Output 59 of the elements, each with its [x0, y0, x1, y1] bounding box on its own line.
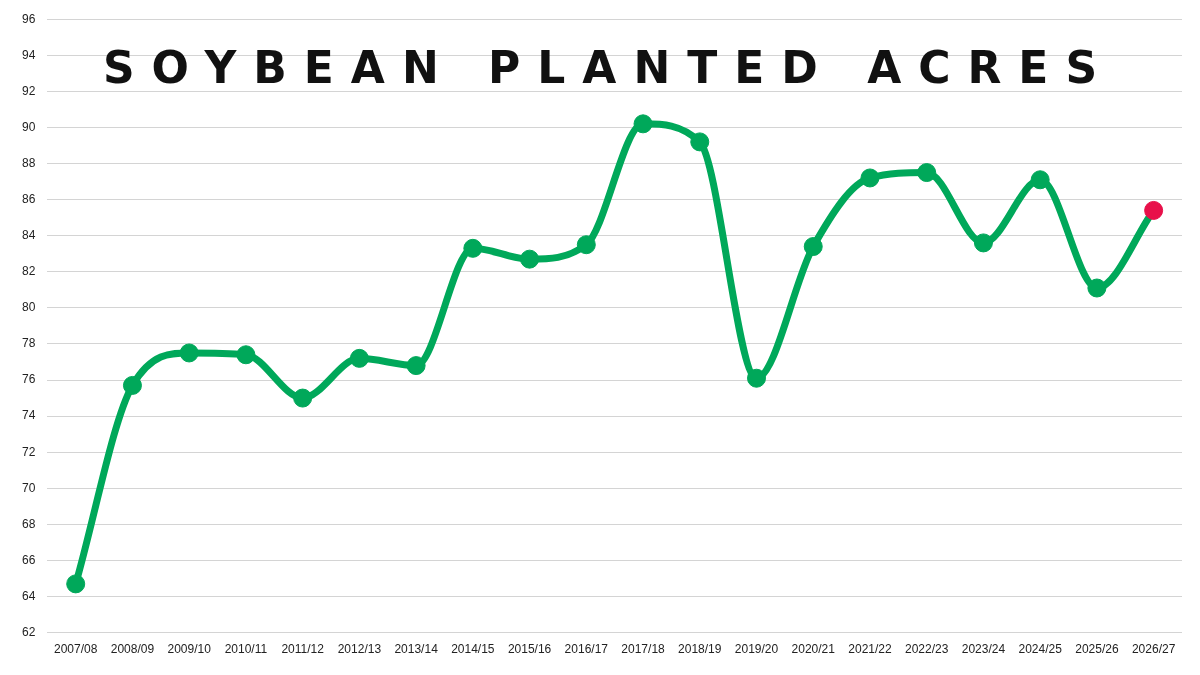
x-tick-label: 2018/19	[678, 642, 722, 657]
x-tick-label: 2019/20	[734, 642, 779, 657]
x-tick-label: 2024/25	[1018, 642, 1063, 657]
y-tick-label: 88	[21, 155, 36, 170]
point	[633, 114, 653, 134]
x-tick-label: 2012/13	[337, 642, 382, 657]
x-tick-label: 2022/23	[905, 642, 949, 657]
x-tick-label: 2020/21	[791, 642, 836, 657]
y-tick-label: 96	[21, 11, 36, 26]
point	[1087, 278, 1107, 298]
y-tick-label: 64	[21, 588, 36, 603]
y-tick-label: 62	[21, 624, 36, 639]
point	[973, 233, 993, 253]
point	[179, 343, 199, 363]
point	[803, 237, 823, 257]
y-tick-label: 90	[21, 119, 36, 134]
y-tick-label: 92	[21, 83, 36, 98]
point	[917, 163, 937, 183]
point	[293, 388, 313, 408]
x-tick-label: 2021/22	[848, 642, 892, 657]
point	[66, 574, 86, 594]
point	[1144, 200, 1164, 220]
y-tick-label: 86	[21, 191, 36, 206]
point	[576, 235, 596, 255]
point	[406, 356, 426, 376]
point	[463, 238, 483, 258]
x-tick-label: 2017/18	[621, 642, 666, 657]
point	[236, 345, 256, 365]
point	[349, 348, 369, 368]
y-tick-label: 84	[21, 228, 36, 243]
x-tick-label: 2025/26	[1075, 642, 1119, 657]
point	[690, 132, 710, 152]
x-tick-label: 2009/10	[167, 642, 212, 657]
y-tick-label: 82	[21, 264, 36, 279]
x-tick-label: 2023/24	[961, 642, 1006, 657]
y-tick-label: 94	[21, 47, 36, 62]
y-tick-label: 80	[21, 300, 36, 315]
x-tick-label: 2007/08	[54, 642, 98, 657]
x-tick-label: 2026/27	[1131, 642, 1176, 657]
point	[1030, 170, 1050, 190]
x-tick-label: 2008/09	[110, 642, 155, 657]
point	[122, 375, 142, 395]
y-tick-label: 76	[21, 372, 36, 387]
y-tick-label: 74	[21, 408, 36, 423]
text: SOYBEAN PLANTED ACRES	[102, 42, 1115, 93]
point	[747, 368, 767, 388]
y-tick-label: 70	[21, 480, 36, 495]
x-tick-label: 2015/16	[507, 642, 552, 657]
point	[520, 249, 540, 269]
y-tick-label: 66	[21, 552, 36, 567]
y-tick-label: 72	[21, 444, 36, 459]
x-tick-label: 2014/15	[451, 642, 495, 657]
y-tick-label: 78	[21, 336, 36, 351]
y-tick-label: 68	[21, 516, 36, 531]
x-tick-label: 2013/14	[394, 642, 439, 657]
x-tick-label: 2011/12	[281, 642, 325, 657]
x-tick-label: 2010/11	[224, 642, 268, 657]
point	[860, 168, 880, 188]
x-tick-label: 2016/17	[564, 642, 609, 657]
